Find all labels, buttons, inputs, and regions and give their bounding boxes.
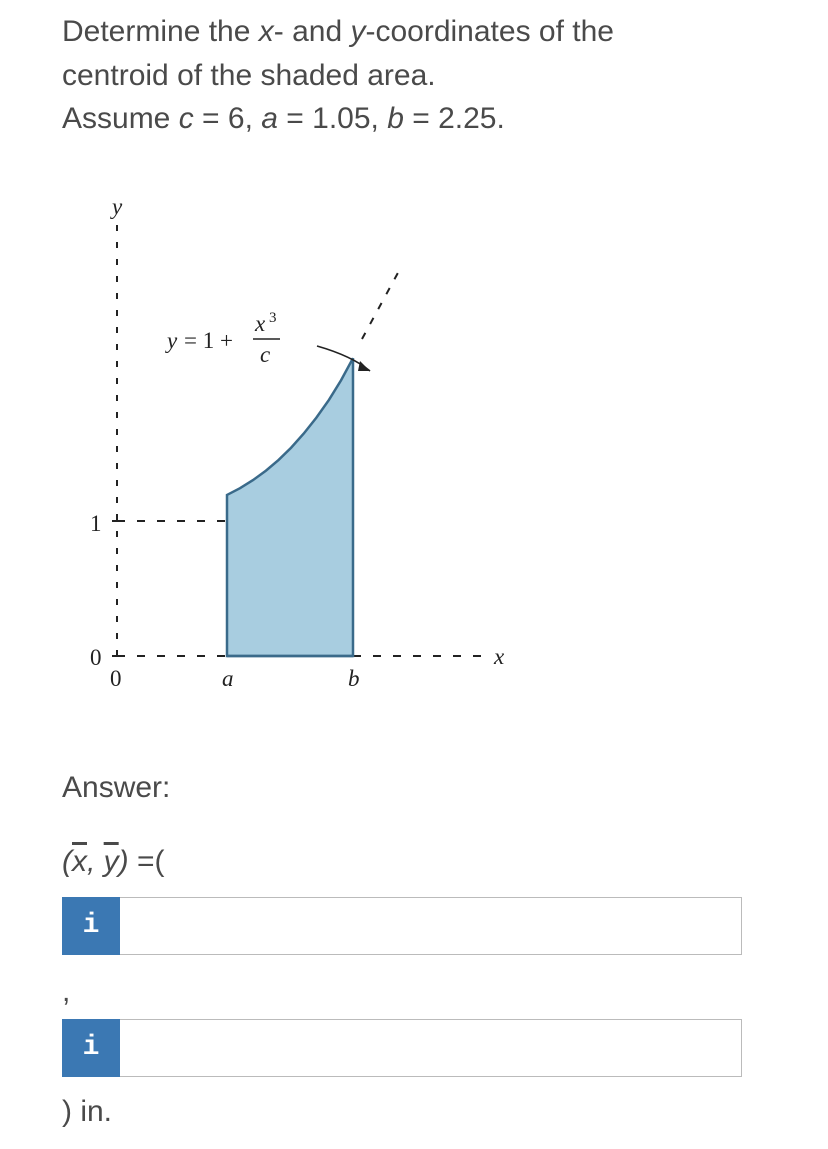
centroid-eq: =(: [137, 845, 165, 878]
input-row-x: i: [62, 897, 742, 955]
figure: y x 1 0 0 a b y = 1 + x 3 c: [62, 191, 798, 716]
curve-equation: y = 1 + x 3 c: [165, 310, 280, 367]
info-icon[interactable]: i: [62, 897, 120, 955]
question-text: Determine the x- and y-coordinates of th…: [62, 10, 798, 141]
comma-separator: ,: [62, 975, 798, 1009]
svg-text:= 1 +: = 1 +: [184, 328, 233, 353]
q-line2: centroid of the shaded area.: [62, 59, 436, 92]
x-axis-label: x: [493, 644, 505, 669]
centroid-expression: (x, y) =(: [62, 845, 798, 879]
q-line1-mid: - and: [274, 15, 351, 48]
svg-text:x: x: [254, 311, 266, 336]
closing-paren-unit: ) in.: [62, 1095, 798, 1129]
input-row-y: i: [62, 1019, 742, 1077]
origin-0-left: 0: [90, 645, 102, 670]
b-label: b: [348, 666, 360, 691]
q-line3-pre: Assume: [62, 102, 179, 135]
q-b-var: b: [387, 102, 404, 135]
q-a-val: = 1.05,: [278, 102, 387, 135]
q-c-var: c: [179, 102, 194, 135]
q-y: y: [350, 15, 365, 48]
shaded-area: [227, 358, 353, 656]
q-b-val: = 2.25.: [404, 102, 505, 135]
tick-1: 1: [90, 511, 102, 536]
info-icon[interactable]: i: [62, 1019, 120, 1077]
answer-label: Answer:: [62, 771, 798, 805]
q-x: x: [259, 15, 274, 48]
a-label: a: [222, 666, 234, 691]
origin-0-below: 0: [110, 666, 122, 691]
svg-text:y: y: [165, 328, 178, 353]
y-axis-label: y: [110, 194, 123, 219]
q-line1-pre: Determine the: [62, 15, 259, 48]
svg-text:3: 3: [269, 310, 277, 326]
x-bar: x: [72, 845, 87, 878]
y-bar: y: [104, 845, 119, 878]
x-coordinate-input[interactable]: [120, 897, 742, 955]
q-a-var: a: [261, 102, 278, 135]
q-line1-post: -coordinates of the: [365, 15, 613, 48]
q-c-val: = 6,: [194, 102, 262, 135]
svg-text:c: c: [260, 342, 270, 367]
y-coordinate-input[interactable]: [120, 1019, 742, 1077]
figure-svg: y x 1 0 0 a b y = 1 + x 3 c: [62, 191, 522, 711]
